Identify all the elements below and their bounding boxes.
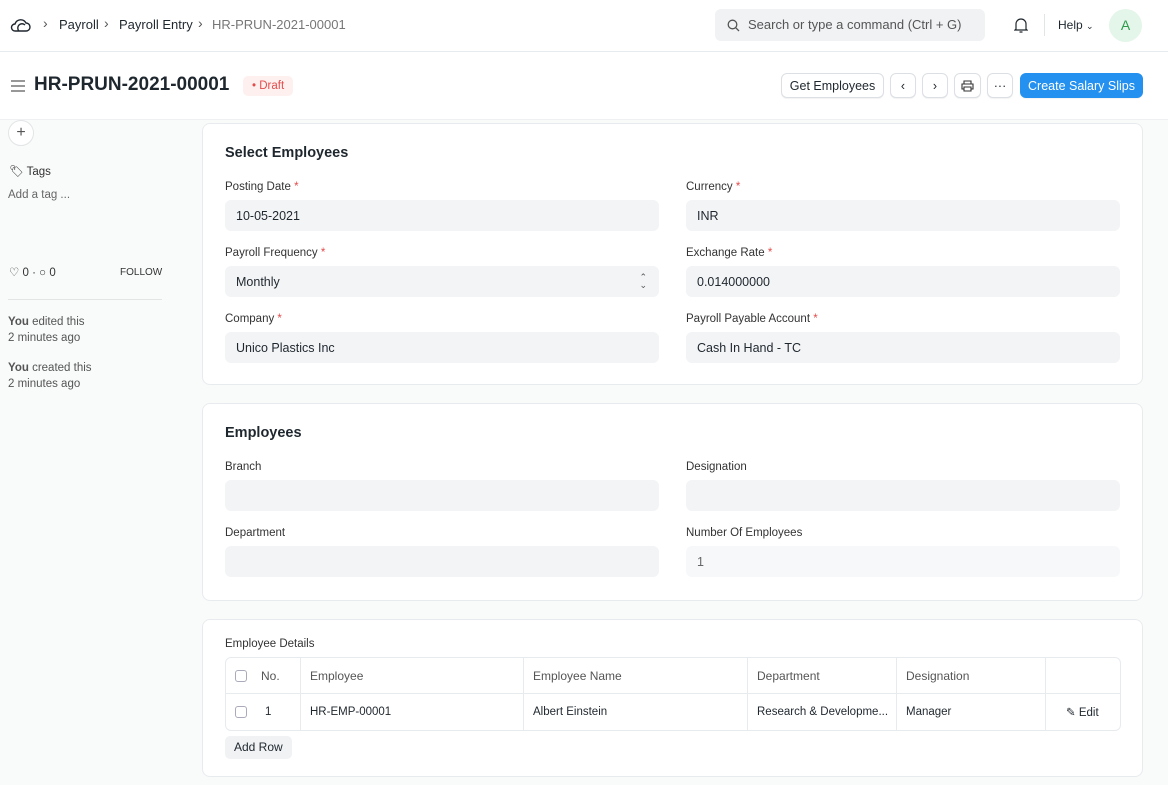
avatar[interactable]: A — [1109, 9, 1142, 42]
row-number: 1 — [265, 706, 272, 719]
heart-icon[interactable]: ♡ — [9, 267, 20, 279]
employee-name-cell[interactable]: Albert Einstein — [524, 694, 748, 730]
company-field[interactable]: Unico Plastics Inc — [225, 332, 659, 363]
breadcrumb-payroll[interactable]: Payroll — [59, 17, 99, 32]
select-employees-section: Select Employees Posting Date * 10-05-20… — [202, 123, 1143, 385]
currency-field[interactable]: INR — [686, 200, 1120, 231]
tags-text: Tags — [26, 166, 51, 178]
add-tag-input[interactable]: Add a tag ... — [8, 189, 71, 201]
search-icon — [727, 19, 740, 32]
exchange-rate-field[interactable]: 0.014000000 — [686, 266, 1120, 297]
breadcrumb-payroll-entry[interactable]: Payroll Entry — [119, 17, 193, 32]
chevron-right-icon: › — [932, 78, 938, 93]
employees-section: Employees Branch Designation Department … — [202, 403, 1143, 601]
table-header-row: No. Employee Employee Name Department De… — [226, 658, 1120, 694]
select-all-checkbox[interactable] — [235, 670, 247, 683]
search-input[interactable]: Search or type a command (Ctrl + G) — [715, 9, 985, 41]
help-menu[interactable]: Help ⌄ — [1058, 18, 1094, 32]
department-field[interactable] — [225, 546, 659, 577]
chevron-right-icon: › — [198, 15, 203, 31]
next-button[interactable]: › — [922, 73, 948, 98]
column-header: No. — [261, 668, 280, 683]
breadcrumb-current[interactable]: HR-PRUN-2021-00001 — [212, 17, 346, 32]
status-text: Draft — [259, 80, 285, 92]
designation-label: Designation — [686, 461, 747, 473]
chevron-left-icon: ‹ — [900, 78, 906, 93]
activity-time: 2 minutes ago — [8, 332, 81, 344]
bell-icon[interactable] — [1014, 16, 1028, 34]
hamburger-menu-icon[interactable] — [11, 80, 25, 92]
branch-label: Branch — [225, 461, 262, 473]
previous-button[interactable]: ‹ — [890, 73, 916, 98]
help-label: Help — [1058, 18, 1083, 32]
designation-cell[interactable]: Manager — [897, 694, 1046, 730]
activity-action: created this — [28, 362, 92, 374]
column-header: Designation — [897, 658, 1046, 694]
payroll-frequency-value: Monthly — [236, 275, 280, 289]
exchange-rate-label: Exchange Rate * — [686, 247, 773, 259]
printer-icon — [961, 79, 974, 92]
divider — [1044, 14, 1045, 36]
posting-date-field[interactable]: 10-05-2021 — [225, 200, 659, 231]
activity-item: You created this 2 minutes ago — [8, 360, 92, 392]
department-cell[interactable]: Research & Developme... — [748, 694, 897, 730]
comments-count: 0 — [49, 267, 56, 279]
currency-label: Currency * — [686, 181, 741, 193]
posting-date-label: Posting Date * — [225, 181, 299, 193]
more-actions-button[interactable]: ··· — [987, 73, 1013, 98]
department-label: Department — [225, 527, 286, 539]
add-row-button[interactable]: Add Row — [225, 736, 292, 759]
pencil-icon: ✎ — [1066, 707, 1076, 719]
section-title: Employees — [225, 425, 302, 441]
chevron-right-icon: › — [43, 15, 48, 31]
page-title: HR-PRUN-2021-00001 — [34, 74, 230, 95]
chevron-down-icon: ⌄ — [1086, 21, 1094, 31]
employee-details-section: Employee Details No. Employee Employee N… — [202, 619, 1143, 777]
employee-details-table: No. Employee Employee Name Department De… — [225, 657, 1121, 731]
activity-item: You edited this 2 minutes ago — [8, 314, 85, 346]
activity-user: You — [8, 316, 29, 328]
tags-label: 🏷︎ Tags — [9, 164, 51, 178]
comment-icon[interactable]: ○ — [39, 267, 47, 279]
row-checkbox[interactable] — [235, 705, 247, 718]
likes-count: 0 — [22, 267, 29, 279]
company-label: Company * — [225, 313, 282, 325]
number-of-employees-label: Number Of Employees — [686, 527, 803, 539]
follow-button[interactable]: FOLLOW — [120, 267, 163, 278]
branch-field[interactable] — [225, 480, 659, 511]
payroll-frequency-label: Payroll Frequency * — [225, 247, 326, 259]
activity-user: You — [8, 362, 29, 374]
column-header: Department — [748, 658, 897, 694]
likes-comments: ♡ 0 · ○ 0 — [9, 267, 56, 279]
select-arrows-icon: ⌃ ⌄ — [639, 272, 647, 290]
column-header: Employee — [301, 658, 524, 694]
column-header — [1046, 658, 1120, 694]
app-logo-icon[interactable] — [10, 16, 32, 34]
payroll-frequency-select[interactable]: Monthly ⌃ ⌄ — [225, 266, 659, 297]
table-row[interactable]: 1 HR-EMP-00001 Albert Einstein Research … — [226, 694, 1120, 730]
tag-icon: 🏷︎ — [9, 166, 24, 178]
create-salary-slips-button[interactable]: Create Salary Slips — [1020, 73, 1143, 98]
edit-label: Edit — [1078, 707, 1099, 719]
print-button[interactable] — [954, 73, 981, 98]
employee-details-label: Employee Details — [225, 638, 315, 650]
activity-action: edited this — [28, 316, 85, 328]
employee-cell[interactable]: HR-EMP-00001 — [301, 694, 524, 730]
edit-row-button[interactable]: ✎ Edit — [1046, 694, 1120, 730]
get-employees-button[interactable]: Get Employees — [781, 73, 884, 98]
add-attachment-button[interactable]: + — [8, 120, 34, 146]
payroll-payable-account-label: Payroll Payable Account * — [686, 313, 818, 325]
column-header: Employee Name — [524, 658, 748, 694]
payroll-payable-account-field[interactable]: Cash In Hand - TC — [686, 332, 1120, 363]
number-of-employees-field: 1 — [686, 546, 1120, 577]
activity-time: 2 minutes ago — [8, 378, 81, 390]
chevron-right-icon: › — [104, 15, 109, 31]
status-badge: • Draft — [243, 76, 294, 96]
section-title: Select Employees — [225, 145, 349, 161]
designation-field[interactable] — [686, 480, 1120, 511]
divider — [8, 299, 162, 300]
search-placeholder: Search or type a command (Ctrl + G) — [748, 17, 962, 32]
navbar: › Payroll › Payroll Entry › HR-PRUN-2021… — [0, 0, 1168, 52]
